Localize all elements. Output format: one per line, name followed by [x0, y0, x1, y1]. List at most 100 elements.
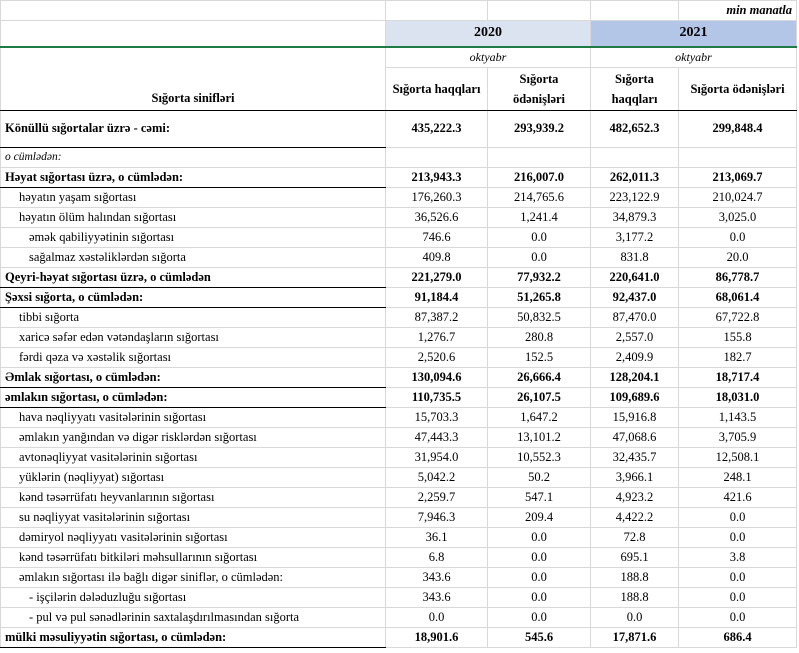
cell-value: 210,024.7	[678, 186, 797, 208]
cell-value: 50,832.5	[487, 306, 591, 328]
cell-value: 51,265.8	[487, 286, 591, 308]
year: 2020	[385, 20, 591, 48]
cell-value: 686.4	[678, 626, 797, 648]
cell-value: 15,916.8	[590, 406, 679, 428]
cell-value: 1,647.2	[487, 406, 591, 428]
cell-value: 695.1	[590, 546, 679, 568]
row-label: - işçilərin dələduzluğu sığortası	[0, 586, 386, 608]
cell-value: 92,437.0	[590, 286, 679, 308]
table-row: kənd təsərrüfatı heyvanlarının sığortası…	[0, 486, 797, 508]
cell-value: 213,943.3	[385, 166, 488, 188]
column-header: Sığorta haqqları	[385, 66, 488, 111]
table-row: fərdi qəza və xəstəlik sığortası 2,520.6 1…	[0, 346, 797, 368]
row-label: əmlakın sığortası, o cümlədən:	[0, 386, 386, 408]
cell-value: 188.8	[590, 586, 679, 608]
cell-value: 50.2	[487, 466, 591, 488]
row-label: həyatın ölüm halından sığortası	[0, 206, 386, 228]
year: 2021	[590, 20, 797, 48]
cell-value: 2,520.6	[385, 346, 488, 368]
cell-value: 31,954.0	[385, 446, 488, 468]
row-label: - pul və pul sənədlərinin saxtalaşdırılm…	[0, 606, 386, 628]
empty-cell	[385, 146, 488, 168]
table-row: yüklərin (nəqliyyat) sığortası 5,042.2 50.…	[0, 466, 797, 488]
cell-value: 262,011.3	[590, 166, 679, 188]
cell-value: 77,932.2	[487, 266, 591, 288]
cell-value: 13,101.2	[487, 426, 591, 448]
empty-cell	[678, 146, 797, 168]
table-row: Əmlak sığortası, o cümlədən: 130,094.6 26,…	[0, 366, 797, 388]
cell-value: 2,557.0	[590, 326, 679, 348]
row-label: Könüllü sığortalar üzrə - cəmi:	[0, 109, 386, 148]
cell-value: 18,031.0	[678, 386, 797, 408]
cell-value: 1,241.4	[487, 206, 591, 228]
cell-value: 0.0	[678, 526, 797, 548]
table-row: tibbi sığorta 87,387.2 50,832.5 87,470.0 67,…	[0, 306, 797, 328]
cell-value: 214,765.6	[487, 186, 591, 208]
unit: min manatla	[678, 0, 797, 21]
cell-value: 223,122.9	[590, 186, 679, 208]
cell-value: 409.8	[385, 246, 488, 268]
column-header: Sığorta ödənişləri	[678, 66, 797, 111]
cell-value: 0.0	[487, 566, 591, 588]
table-row: sağalmaz xəstəliklərdən sığorta 409.8 0.0 8…	[0, 246, 797, 268]
cell-value: 248.1	[678, 466, 797, 488]
row-label: Əmlak sığortası, o cümlədən:	[0, 366, 386, 388]
cell-value: 152.5	[487, 346, 591, 368]
cell-value: 3,025.0	[678, 206, 797, 228]
cell-value: 3.8	[678, 546, 797, 568]
row-label: hava nəqliyyatı vasitələrinin sığortası	[0, 406, 386, 428]
cell-value: 2,259.7	[385, 486, 488, 508]
cell-value: 0.0	[678, 606, 797, 628]
cell-value: 4,422.2	[590, 506, 679, 528]
table-row: əmlakın sığortası ilə bağlı digər sinifl…	[0, 566, 797, 588]
cell-value: 36,526.6	[385, 206, 488, 228]
table-row: - işçilərin dələduzluğu sığortası 343.6 0.…	[0, 586, 797, 608]
cell-value: 0.0	[590, 606, 679, 628]
column-header: Sığorta ödənişləri	[487, 66, 591, 111]
cell-value: 72.8	[590, 526, 679, 548]
cell-value: 3,177.2	[590, 226, 679, 248]
row-label: tibbi sığorta	[0, 306, 386, 328]
cell-value: 3,966.1	[590, 466, 679, 488]
cell-value: 130,094.6	[385, 366, 488, 388]
table-row: əmlakın yanğından və digər risklərdən sı…	[0, 426, 797, 448]
table-row: əmək qabiliyyətinin sığortası 746.6 0.0 3,1…	[0, 226, 797, 248]
cell-value: 15,703.3	[385, 406, 488, 428]
cell-value: 545.6	[487, 626, 591, 648]
cell-value: 1,143.5	[678, 406, 797, 428]
cell-value: 547.1	[487, 486, 591, 508]
column-header: Sığorta haqqları	[590, 66, 679, 111]
cell-value: 67,722.8	[678, 306, 797, 328]
table-row: Həyat sığortası üzrə, o cümlədən: 213,943…	[0, 166, 797, 188]
cell-value: 343.6	[385, 586, 488, 608]
cell-value: 831.8	[590, 246, 679, 268]
row-label: dəmiryol nəqliyyatı vasitələrinin sığort…	[0, 526, 386, 548]
row-label: yüklərin (nəqliyyat) sığortası	[0, 466, 386, 488]
cell-value: 0.0	[385, 606, 488, 628]
row-label: avtonəqliyyat vasitələrinin sığortası	[0, 446, 386, 468]
cell-value: 293,939.2	[487, 109, 591, 148]
row-label: əmlakın sığortası ilə bağlı digər sinifl…	[0, 566, 386, 588]
row-label: kənd təsərrüfatı bitkiləri məhsullarının…	[0, 546, 386, 568]
cell-value: 213,069.7	[678, 166, 797, 188]
row-label: əmək qabiliyyətinin sığortası	[0, 226, 386, 248]
cell-value: 0.0	[678, 226, 797, 248]
cell-value: 155.8	[678, 326, 797, 348]
cell-value: 0.0	[487, 226, 591, 248]
row-label: fərdi qəza və xəstəlik sığortası	[0, 346, 386, 368]
cell-value: 26,107.5	[487, 386, 591, 408]
table-row: avtonəqliyyat vasitələrinin sığortası 31,…	[0, 446, 797, 468]
row-label: su nəqliyyat vasitələrinin sığortası	[0, 506, 386, 528]
table-row: Qeyri-həyat sığortası üzrə, o cümlədən 22…	[0, 266, 797, 288]
table-row: su nəqliyyat vasitələrinin sığortası 7,94…	[0, 506, 797, 528]
table-row: mülki məsuliyyətin sığortası, o cümlədən…	[0, 626, 797, 648]
cell-value: 34,879.3	[590, 206, 679, 228]
cell-value: 47,443.3	[385, 426, 488, 448]
cell-value: 6.8	[385, 546, 488, 568]
cell-value: 0.0	[678, 566, 797, 588]
cell-value: 0.0	[678, 586, 797, 608]
note: o cümlədən:	[0, 146, 386, 168]
table-row: Könüllü sığortalar üzrə - cəmi: 435,222.3…	[0, 109, 797, 148]
cell-value: 110,735.5	[385, 386, 488, 408]
